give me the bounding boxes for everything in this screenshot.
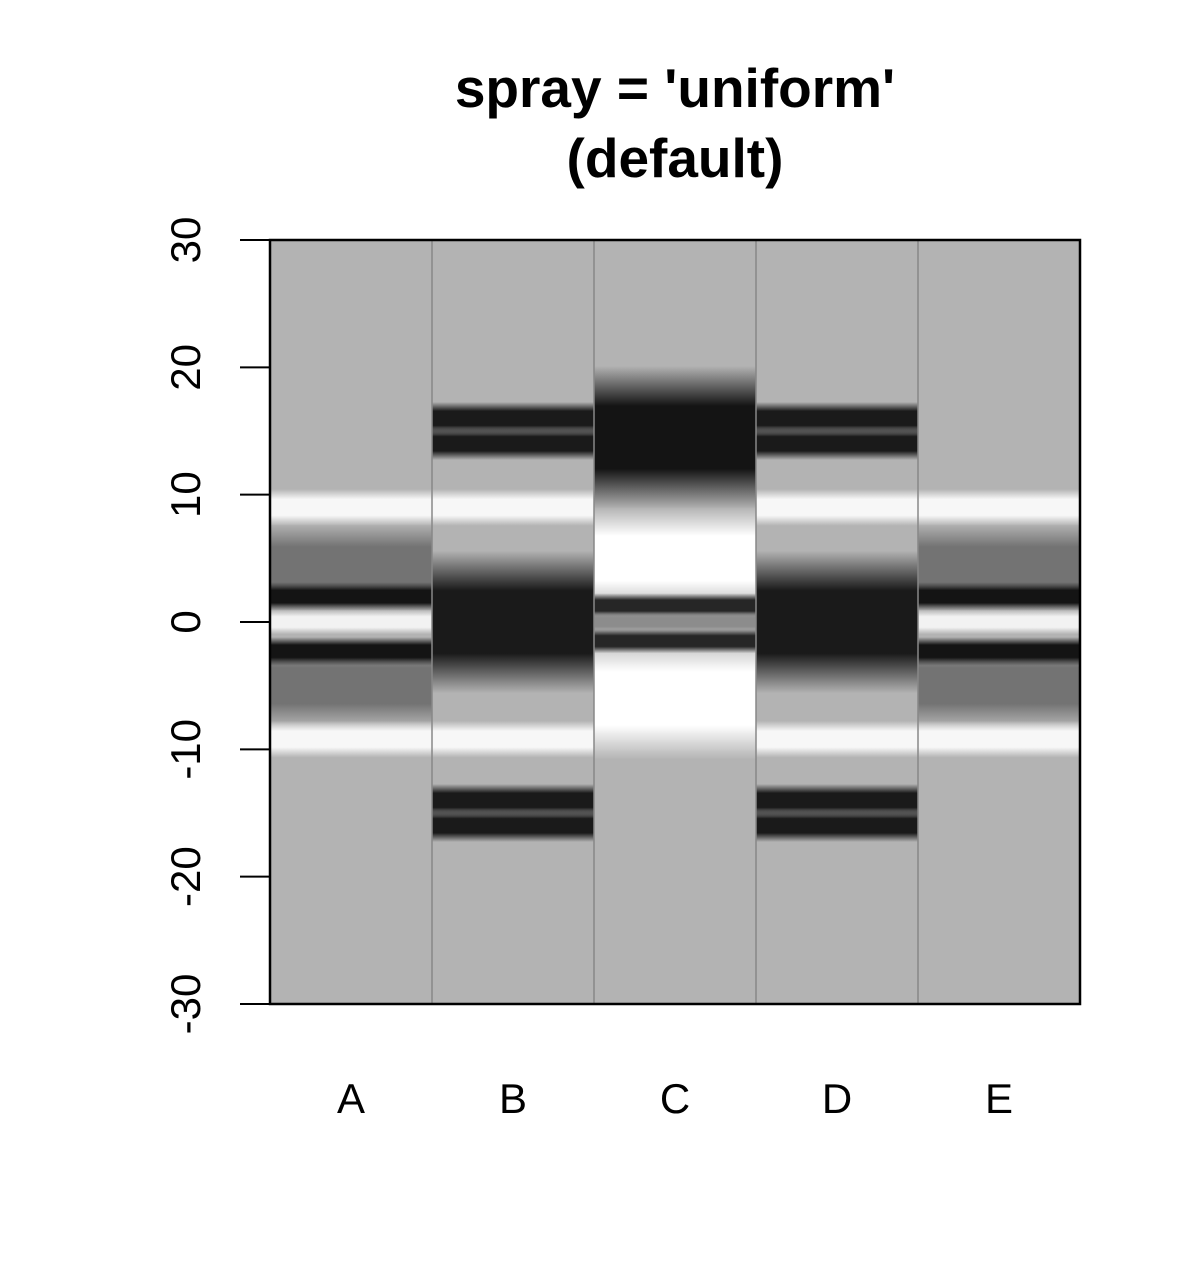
- y-tick-label: -20: [162, 846, 209, 907]
- band-d-6: [756, 809, 918, 842]
- band-e-2: [918, 489, 1080, 526]
- y-axis: 30 20 10 0 -10 -20 -30: [162, 217, 270, 1035]
- band-d-0: [756, 551, 918, 694]
- heatmap-columns: [270, 240, 1080, 1004]
- y-tick-label: 30: [162, 217, 209, 264]
- band-a-2: [270, 489, 432, 526]
- band-d-4: [756, 427, 918, 460]
- band-d-2: [756, 721, 918, 758]
- band-a-3: [270, 721, 432, 758]
- band-c-0: [594, 366, 756, 509]
- band-e-5: [918, 637, 1080, 666]
- band-c-1: [594, 637, 756, 759]
- x-category-label: B: [499, 1075, 527, 1122]
- band-b-6: [432, 809, 594, 842]
- y-tick-label: 0: [162, 610, 209, 633]
- band-e-4: [918, 582, 1080, 611]
- y-tick-label: 10: [162, 471, 209, 518]
- band-e-3: [918, 721, 1080, 758]
- band-e-6: [918, 610, 1080, 634]
- band-a-4: [270, 582, 432, 611]
- y-tick-label: 20: [162, 344, 209, 391]
- x-category-label: A: [337, 1075, 365, 1122]
- band-a-6: [270, 610, 432, 634]
- x-axis: A B C D E: [337, 1075, 1013, 1122]
- band-a-5: [270, 637, 432, 666]
- chart-title-line-1: spray = 'uniform': [455, 57, 895, 119]
- band-b-2: [432, 721, 594, 758]
- band-c-4: [594, 629, 756, 653]
- y-tick-label: -30: [162, 974, 209, 1035]
- band-d-1: [756, 489, 918, 526]
- band-c-5: [594, 612, 756, 632]
- x-category-label: C: [660, 1075, 690, 1122]
- band-b-4: [432, 427, 594, 460]
- chart-title-line-2: (default): [567, 127, 784, 189]
- x-category-label: D: [822, 1075, 852, 1122]
- band-b-0: [432, 551, 594, 694]
- x-category-label: E: [985, 1075, 1013, 1122]
- y-tick-label: -10: [162, 719, 209, 780]
- band-b-1: [432, 489, 594, 526]
